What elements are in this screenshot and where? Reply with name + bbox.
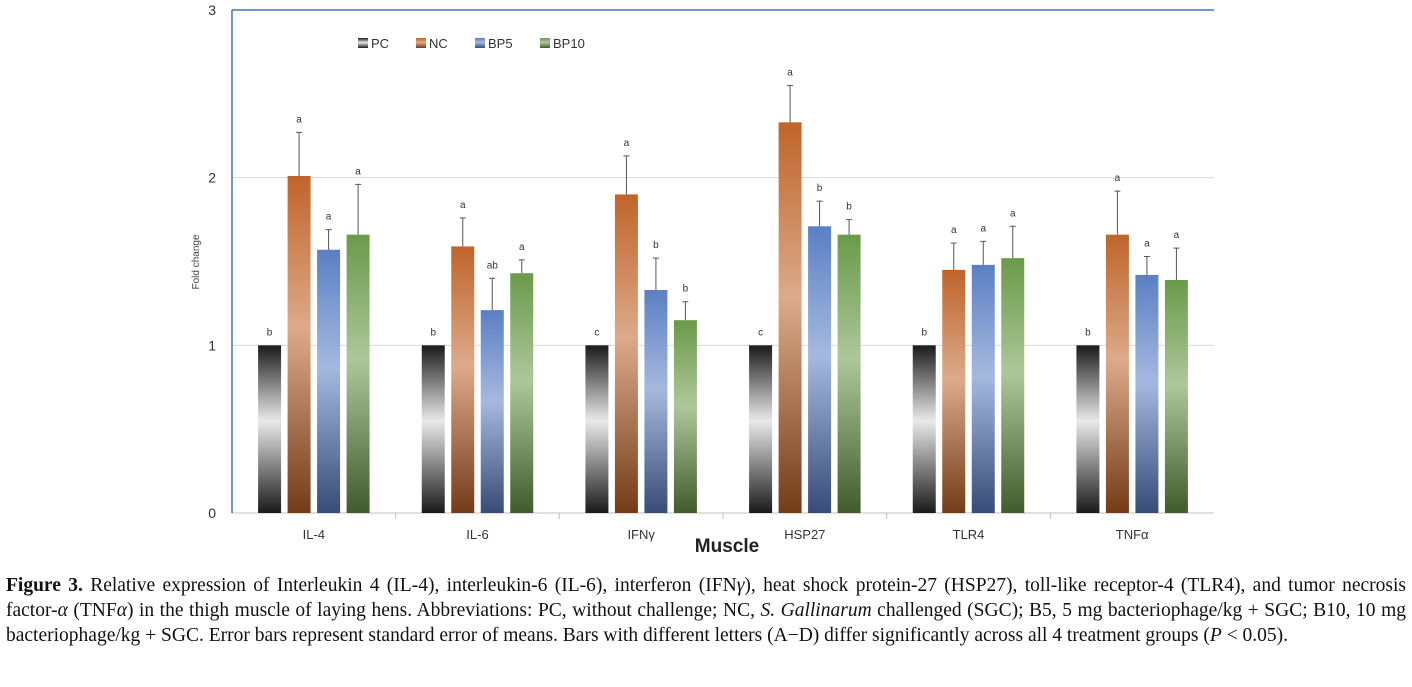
significance-letter: a	[787, 67, 793, 78]
legend-swatch-bp5	[475, 38, 485, 48]
bar-pc-1	[421, 345, 445, 513]
gridlines	[232, 177, 1214, 519]
legend-swatch-bp10	[540, 38, 550, 48]
significance-letter: a	[1115, 173, 1121, 184]
legend-label-nc: NC	[429, 36, 448, 51]
significance-letter: a	[624, 138, 630, 149]
y-tick-label: 3	[208, 2, 216, 18]
significance-letter: a	[980, 223, 986, 234]
significance-letter: a	[355, 166, 361, 177]
bar-bp5-1	[480, 310, 504, 513]
significance-letter: b	[1085, 327, 1091, 338]
bar-nc-2	[614, 194, 638, 513]
legend-label-pc: PC	[371, 36, 389, 51]
y-axis-ticks: 0 1 2 3	[208, 2, 216, 521]
bar-pc-2	[585, 345, 609, 513]
legend-label-bp5: BP5	[488, 36, 513, 51]
bar-nc-0	[287, 175, 311, 514]
bar-bp10-3	[837, 234, 861, 513]
caption-alpha-2: α	[116, 600, 127, 621]
bar-bp10-0	[346, 234, 370, 513]
bar-bp10-1	[510, 273, 534, 513]
y-axis-label: Fold change	[191, 234, 202, 289]
significance-letter: a	[1174, 230, 1180, 241]
caption-text-3: (TNF	[67, 600, 117, 621]
significance-letter: a	[460, 200, 466, 211]
bar-bp10-4	[1001, 258, 1025, 513]
bar-bp5-2	[644, 290, 668, 513]
significance-letter: a	[519, 242, 525, 253]
bar-bp10-2	[673, 320, 697, 513]
caption-text-2: ), heat shock protein-27 (HSP27), toll-l…	[6, 575, 1406, 621]
caption-species: S. Gallinarum	[760, 600, 872, 621]
y-tick-label: 2	[208, 170, 216, 186]
caption-label: Figure 3.	[6, 575, 83, 596]
significance-letter: a	[1144, 238, 1150, 249]
y-tick-label: 0	[208, 505, 216, 521]
significance-letter: b	[683, 284, 689, 295]
caption-gamma: γ	[736, 575, 745, 596]
bar-pc-0	[258, 345, 282, 513]
x-tick-label: HSP27	[784, 527, 825, 542]
significance-letter: b	[846, 202, 852, 213]
bar-bp5-0	[317, 249, 341, 513]
legend-swatch-nc	[416, 38, 426, 48]
significance-letter: b	[267, 327, 273, 338]
x-tick-label: IL-4	[303, 527, 325, 542]
significance-letter: a	[296, 114, 302, 125]
significance-letter: b	[653, 240, 659, 251]
x-tick-label: TNFα	[1116, 527, 1149, 542]
caption-p: P	[1209, 625, 1222, 646]
bar-pc-4	[912, 345, 936, 513]
significance-letter: b	[430, 327, 436, 338]
x-axis-label: Muscle	[695, 536, 759, 557]
caption-alpha: α	[57, 600, 68, 621]
x-tick-label: IL-6	[466, 527, 488, 542]
bar-bp10-5	[1164, 279, 1188, 513]
significance-letter: b	[921, 327, 927, 338]
significance-letter: c	[758, 327, 763, 338]
significance-letter: c	[594, 327, 599, 338]
error-bars	[296, 84, 1180, 321]
legend: PC NC BP5 BP10	[358, 36, 585, 51]
bar-bp5-4	[971, 264, 995, 513]
bar-bp5-3	[808, 226, 832, 514]
y-tick-label: 1	[208, 337, 216, 353]
legend-label-bp10: BP10	[553, 36, 585, 51]
bar-bp5-5	[1135, 274, 1159, 513]
x-tick-label: TLR4	[953, 527, 985, 542]
significance-letter: b	[817, 183, 823, 194]
caption-text-1: Relative expression of Interleukin 4 (IL…	[82, 575, 737, 596]
caption-text-5: challenged (SGC); B5, 5 mg bacteriophage…	[6, 600, 1407, 646]
bar-nc-4	[942, 269, 966, 513]
significance-letter: a	[326, 212, 332, 223]
caption-text-4: ) in the thigh muscle of laying hens. Ab…	[126, 600, 761, 621]
bar-nc-3	[778, 122, 802, 513]
bar-pc-5	[1076, 345, 1100, 513]
bars	[258, 122, 1188, 514]
x-axis-ticks: IL-4 IL-6 IFNγ HSP27 TLR4 TNFα	[303, 527, 1149, 542]
figure-caption: Figure 3. Relative expression of Interle…	[6, 573, 1406, 648]
legend-swatch-pc	[358, 38, 368, 48]
bar-pc-3	[749, 345, 773, 513]
bar-nc-5	[1105, 234, 1129, 513]
bar-nc-1	[451, 246, 475, 513]
significance-letter: a	[1010, 208, 1016, 219]
significance-letter: ab	[487, 260, 499, 271]
x-tick-label: IFNγ	[627, 527, 655, 542]
significance-letter: a	[951, 225, 957, 236]
caption-text-6: < 0.05).	[1221, 625, 1289, 646]
